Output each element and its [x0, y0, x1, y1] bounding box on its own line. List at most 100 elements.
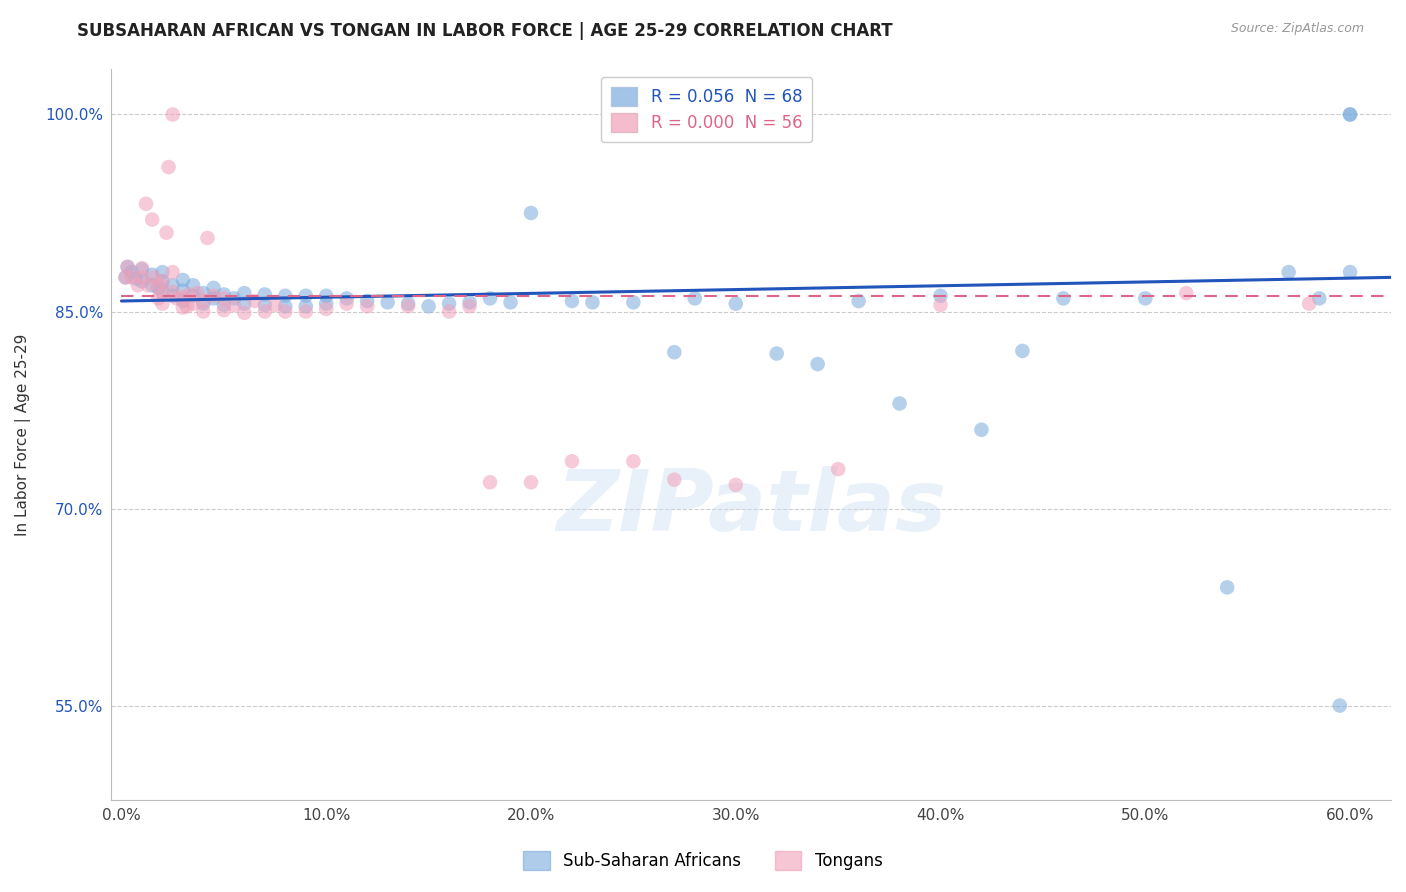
Point: [294, 304, 316, 318]
Point: [765, 346, 787, 360]
Point: [889, 396, 911, 410]
Point: [418, 299, 440, 313]
Point: [131, 274, 153, 288]
Point: [162, 289, 184, 303]
Point: [970, 423, 993, 437]
Point: [186, 286, 208, 301]
Point: [148, 292, 170, 306]
Point: [162, 107, 184, 121]
Point: [264, 298, 287, 312]
Point: [233, 296, 256, 310]
Point: [233, 286, 256, 301]
Point: [315, 296, 337, 310]
Point: [520, 206, 543, 220]
Point: [253, 287, 276, 301]
Point: [181, 278, 204, 293]
Point: [152, 285, 174, 299]
Point: [561, 293, 583, 308]
Point: [807, 357, 830, 371]
Point: [141, 212, 163, 227]
Point: [827, 462, 849, 476]
Point: [193, 286, 215, 301]
Point: [1339, 265, 1361, 279]
Point: [212, 303, 235, 318]
Point: [157, 160, 180, 174]
Point: [131, 261, 153, 276]
Point: [1216, 580, 1239, 594]
Point: [274, 299, 297, 313]
Point: [181, 296, 204, 310]
Point: [1175, 286, 1198, 301]
Point: [136, 278, 159, 293]
Point: [294, 299, 316, 313]
Point: [172, 290, 194, 304]
Point: [172, 273, 194, 287]
Point: [243, 293, 266, 308]
Point: [135, 196, 157, 211]
Text: Source: ZipAtlas.com: Source: ZipAtlas.com: [1230, 22, 1364, 36]
Point: [1329, 698, 1351, 713]
Point: [222, 292, 245, 306]
Point: [152, 286, 174, 301]
Point: [155, 226, 177, 240]
Point: [202, 292, 225, 306]
Point: [724, 478, 747, 492]
Point: [683, 292, 706, 306]
Point: [162, 285, 184, 299]
Point: [929, 289, 952, 303]
Point: [479, 475, 502, 490]
Text: ZIPatlas: ZIPatlas: [555, 466, 946, 549]
Point: [336, 292, 359, 306]
Point: [274, 304, 297, 318]
Point: [336, 296, 359, 310]
Point: [356, 293, 378, 308]
Point: [212, 298, 235, 312]
Point: [117, 260, 139, 274]
Y-axis label: In Labor Force | Age 25-29: In Labor Force | Age 25-29: [15, 333, 31, 535]
Point: [929, 298, 952, 312]
Point: [152, 274, 174, 288]
Point: [458, 295, 481, 310]
Point: [315, 301, 337, 316]
Point: [181, 289, 204, 303]
Point: [141, 278, 163, 293]
Point: [1278, 265, 1301, 279]
Point: [315, 289, 337, 303]
Point: [114, 270, 136, 285]
Point: [152, 265, 174, 279]
Point: [117, 260, 139, 274]
Point: [396, 299, 419, 313]
Point: [294, 289, 316, 303]
Point: [1308, 292, 1330, 306]
Point: [233, 306, 256, 320]
Point: [848, 293, 870, 308]
Point: [1135, 292, 1157, 306]
Point: [437, 296, 460, 310]
Point: [141, 268, 163, 282]
Point: [172, 301, 194, 315]
Point: [131, 270, 153, 285]
Point: [664, 345, 686, 359]
Point: [253, 304, 276, 318]
Point: [197, 231, 219, 245]
Point: [148, 281, 170, 295]
Point: [1298, 296, 1320, 310]
Point: [172, 293, 194, 308]
Point: [172, 284, 194, 298]
Point: [193, 293, 215, 308]
Point: [202, 281, 225, 295]
Point: [202, 289, 225, 303]
Point: [664, 473, 686, 487]
Point: [177, 287, 200, 301]
Point: [162, 265, 184, 279]
Point: [581, 295, 603, 310]
Point: [437, 304, 460, 318]
Point: [193, 296, 215, 310]
Point: [1011, 343, 1033, 358]
Point: [499, 295, 522, 310]
Point: [121, 265, 143, 279]
Point: [1339, 107, 1361, 121]
Point: [152, 296, 174, 310]
Point: [131, 262, 153, 277]
Point: [356, 299, 378, 313]
